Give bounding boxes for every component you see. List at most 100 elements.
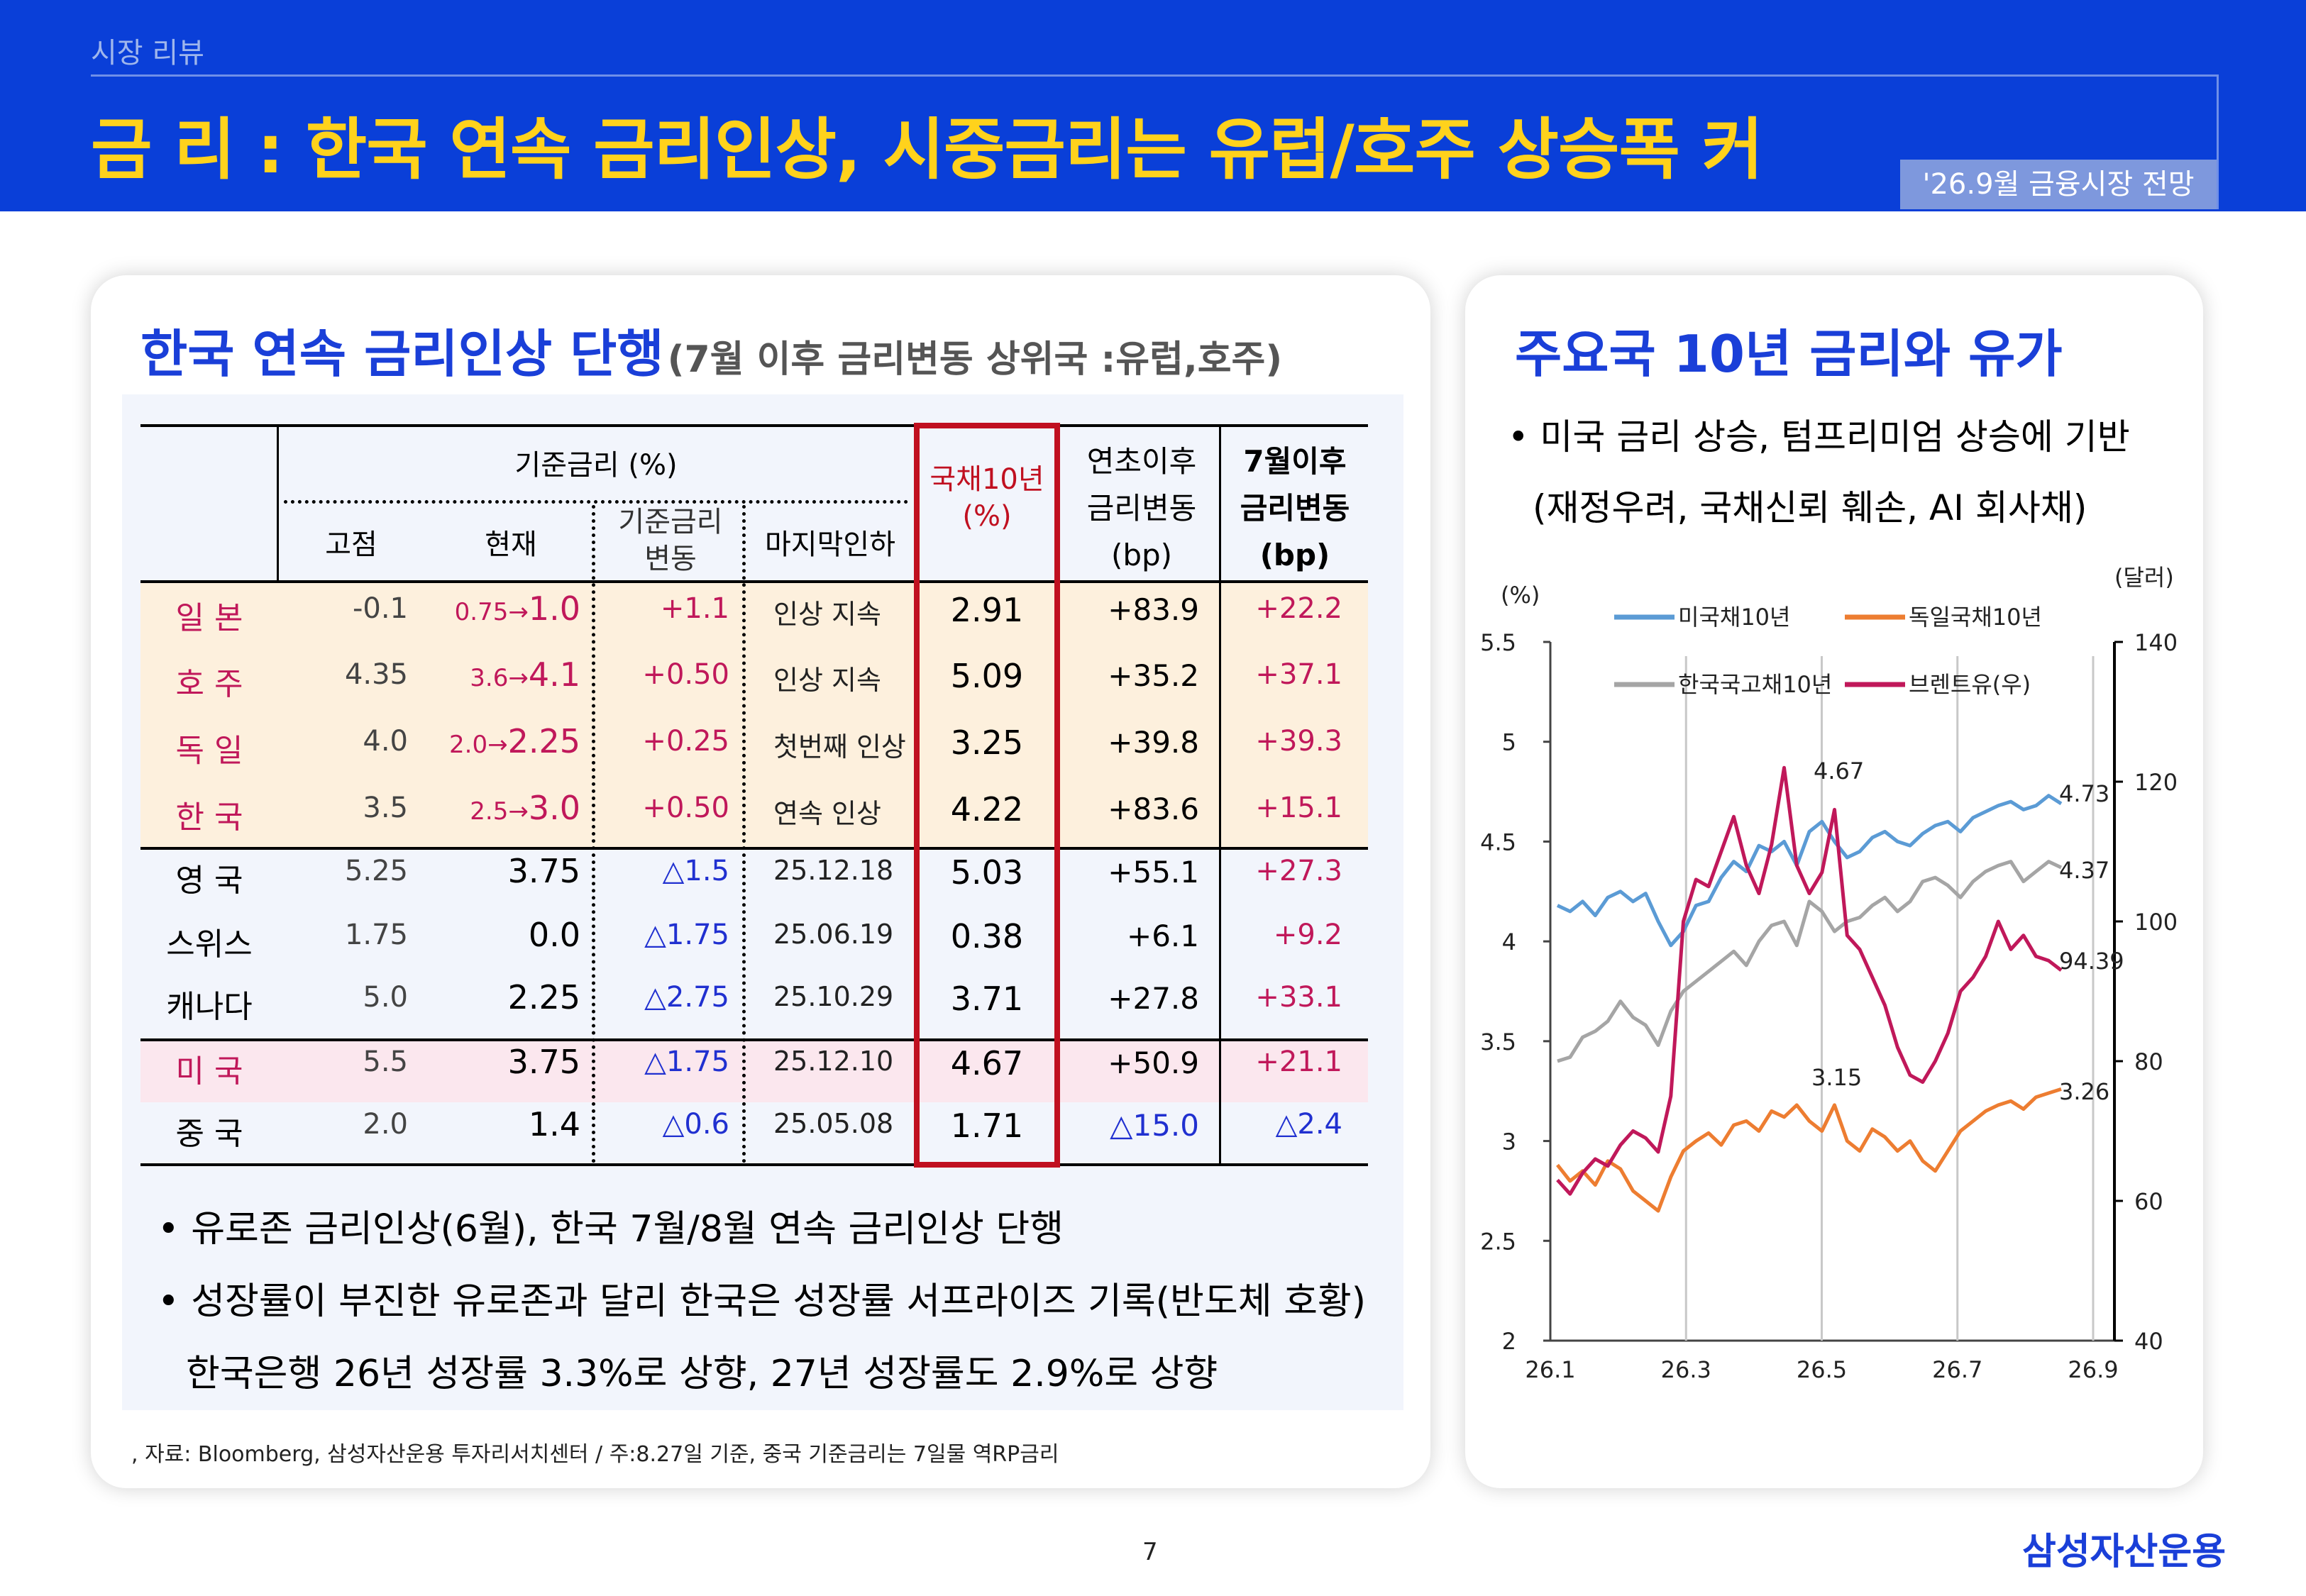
table-ytd: +83.9 bbox=[1108, 592, 1199, 627]
table-last-cut: 25.05.08 bbox=[773, 1108, 894, 1139]
page-title: 금 리 : 한국 연속 금리인상, 시중금리는 유럽/호주 상승폭 커 bbox=[91, 111, 1763, 189]
y-right-tick-label: 140 bbox=[2134, 629, 2178, 656]
table-current-to: 3.75 bbox=[507, 1043, 580, 1081]
table-country: 독 일 bbox=[175, 733, 243, 769]
header-july-line2: 금리변동 bbox=[1240, 491, 1350, 526]
table-ytd: △15.0 bbox=[1110, 1108, 1199, 1143]
y-left-tick-label: 2 bbox=[1502, 1328, 1516, 1355]
chart-data-label: 94.39 bbox=[2059, 948, 2124, 975]
table-ytd: +39.8 bbox=[1108, 725, 1199, 760]
table-peak: 4.0 bbox=[363, 725, 408, 758]
table-ytd: +55.1 bbox=[1108, 855, 1199, 890]
table-col-divider bbox=[277, 424, 279, 582]
y-left-tick-label: 3.5 bbox=[1480, 1029, 1516, 1055]
table-change: +0.50 bbox=[642, 792, 729, 824]
table-july: +21.1 bbox=[1255, 1046, 1342, 1078]
highlight-hiking-countries bbox=[140, 582, 1368, 848]
y-right-tick-label: 100 bbox=[2134, 909, 2178, 936]
outlook-badge: '26.9월 금융시장 전망 bbox=[1900, 160, 2217, 209]
table-july: +37.1 bbox=[1255, 658, 1342, 691]
table-last-cut: 첫번째 인상 bbox=[773, 731, 906, 763]
y-right-tick-label: 60 bbox=[2134, 1188, 2163, 1215]
rate-table-title-sub: (7월 이후 금리변동 상위국 :유럽,호주) bbox=[667, 338, 1283, 381]
header-base-rate: 기준금리 (%) bbox=[514, 449, 678, 482]
table-country: 영 국 bbox=[175, 863, 243, 899]
table-july: +9.2 bbox=[1273, 919, 1342, 951]
chart-annotations: 4.67 4.73 4.37 94.39 3.15 3.26 bbox=[1811, 758, 2124, 1105]
table-change: △1.75 bbox=[644, 919, 729, 951]
table-last-cut: 25.06.19 bbox=[773, 919, 894, 950]
x-tick-label: 26.3 bbox=[1661, 1356, 1711, 1383]
header-last-cut: 마지막인하 bbox=[765, 528, 895, 561]
arrow-icon: → bbox=[508, 664, 529, 692]
table-current: 0.0 bbox=[426, 916, 580, 954]
table-current-from: 0.75 bbox=[454, 598, 509, 626]
series-line bbox=[1556, 794, 2063, 948]
table-current: 2.5→3.0 bbox=[426, 789, 580, 827]
table-bond10: 4.22 bbox=[950, 790, 1024, 829]
header-ytd-line3: (bp) bbox=[1110, 538, 1173, 572]
x-tick-label: 26.7 bbox=[1932, 1356, 1982, 1383]
arrow-icon: → bbox=[487, 731, 508, 759]
table-last-cut: 25.10.29 bbox=[773, 981, 894, 1012]
table-july: +27.3 bbox=[1255, 855, 1342, 887]
table-country: 중 국 bbox=[175, 1116, 243, 1152]
y-left-tick-label: 2.5 bbox=[1480, 1228, 1516, 1255]
series-line bbox=[1556, 1087, 2062, 1213]
table-current-to: 0.0 bbox=[528, 916, 580, 954]
table-last-cut: 인상 지속 bbox=[773, 665, 881, 696]
table-change: △1.5 bbox=[662, 855, 729, 887]
chart-data-label: 4.73 bbox=[2059, 780, 2109, 807]
table-col-divider-2 bbox=[1219, 424, 1221, 1165]
table-current-to: 4.1 bbox=[528, 655, 580, 694]
header-divider bbox=[91, 74, 2218, 77]
table-current: 3.75 bbox=[426, 852, 580, 890]
y-left-label: (%) bbox=[1501, 582, 1540, 609]
table-current: 3.6→4.1 bbox=[426, 655, 580, 694]
chart-bullet-2: (재정우려, 국채신뢰 훼손, AI 회사채) bbox=[1533, 487, 2087, 528]
bullet-growth: • 성장률이 부진한 유로존과 달리 한국은 성장률 서프라이즈 기록(반도체 … bbox=[158, 1280, 1367, 1323]
table-peak: 3.5 bbox=[363, 792, 408, 824]
chart-data-label: 4.37 bbox=[2059, 857, 2109, 884]
y-left-tick-label: 3 bbox=[1502, 1129, 1516, 1156]
table-bond10: 2.91 bbox=[950, 591, 1024, 629]
table-july: +39.3 bbox=[1255, 725, 1342, 758]
legend-label: 브렌트유(우) bbox=[1909, 671, 2031, 698]
chart-series bbox=[1556, 765, 2063, 1213]
table-header-border bbox=[140, 580, 1368, 583]
y-right-tick-label: 40 bbox=[2134, 1328, 2163, 1355]
table-last-cut: 연속 인상 bbox=[773, 798, 881, 829]
legend-label: 미국채10년 bbox=[1678, 604, 1790, 631]
table-peak: 2.0 bbox=[363, 1108, 408, 1141]
table-group-divider bbox=[140, 847, 1368, 850]
series-line bbox=[1557, 860, 2063, 1063]
table-bottom-border bbox=[140, 1163, 1368, 1166]
table-change: △0.6 bbox=[662, 1108, 729, 1141]
table-bond10: 4.67 bbox=[950, 1044, 1024, 1082]
table-bond10: 5.09 bbox=[950, 657, 1024, 695]
table-country: 스위스 bbox=[166, 926, 253, 963]
dotted-col-divider-2 bbox=[742, 505, 746, 1163]
header-change: 기준금리 변동 bbox=[603, 504, 738, 577]
table-ytd: +83.6 bbox=[1108, 792, 1199, 826]
y-right-label: (달러) bbox=[2114, 564, 2174, 591]
header-july-line3: (bp) bbox=[1259, 538, 1330, 572]
series-line bbox=[1556, 765, 2063, 1196]
arrow-icon: → bbox=[508, 797, 529, 826]
table-group-divider-2 bbox=[140, 1038, 1368, 1041]
x-tick-label: 26.5 bbox=[1797, 1356, 1847, 1383]
table-current-from: 2.5 bbox=[470, 797, 509, 826]
header-peak: 고점 bbox=[325, 528, 377, 561]
header-july: 7월이후 금리변동 (bp) bbox=[1222, 438, 1368, 579]
bond10-highlight-box bbox=[914, 423, 1060, 1168]
table-july: △2.4 bbox=[1275, 1108, 1342, 1141]
section-label: 시장 리뷰 bbox=[91, 37, 204, 70]
highlight-us-row bbox=[140, 1040, 1368, 1102]
arrow-icon: → bbox=[508, 598, 529, 626]
header-change-line1: 기준금리 bbox=[618, 506, 723, 538]
table-ytd: +27.8 bbox=[1108, 981, 1199, 1016]
y-left-tick-label: 5 bbox=[1502, 729, 1516, 756]
table-current-from: 2.0 bbox=[449, 731, 488, 759]
table-change: +0.25 bbox=[642, 725, 729, 758]
